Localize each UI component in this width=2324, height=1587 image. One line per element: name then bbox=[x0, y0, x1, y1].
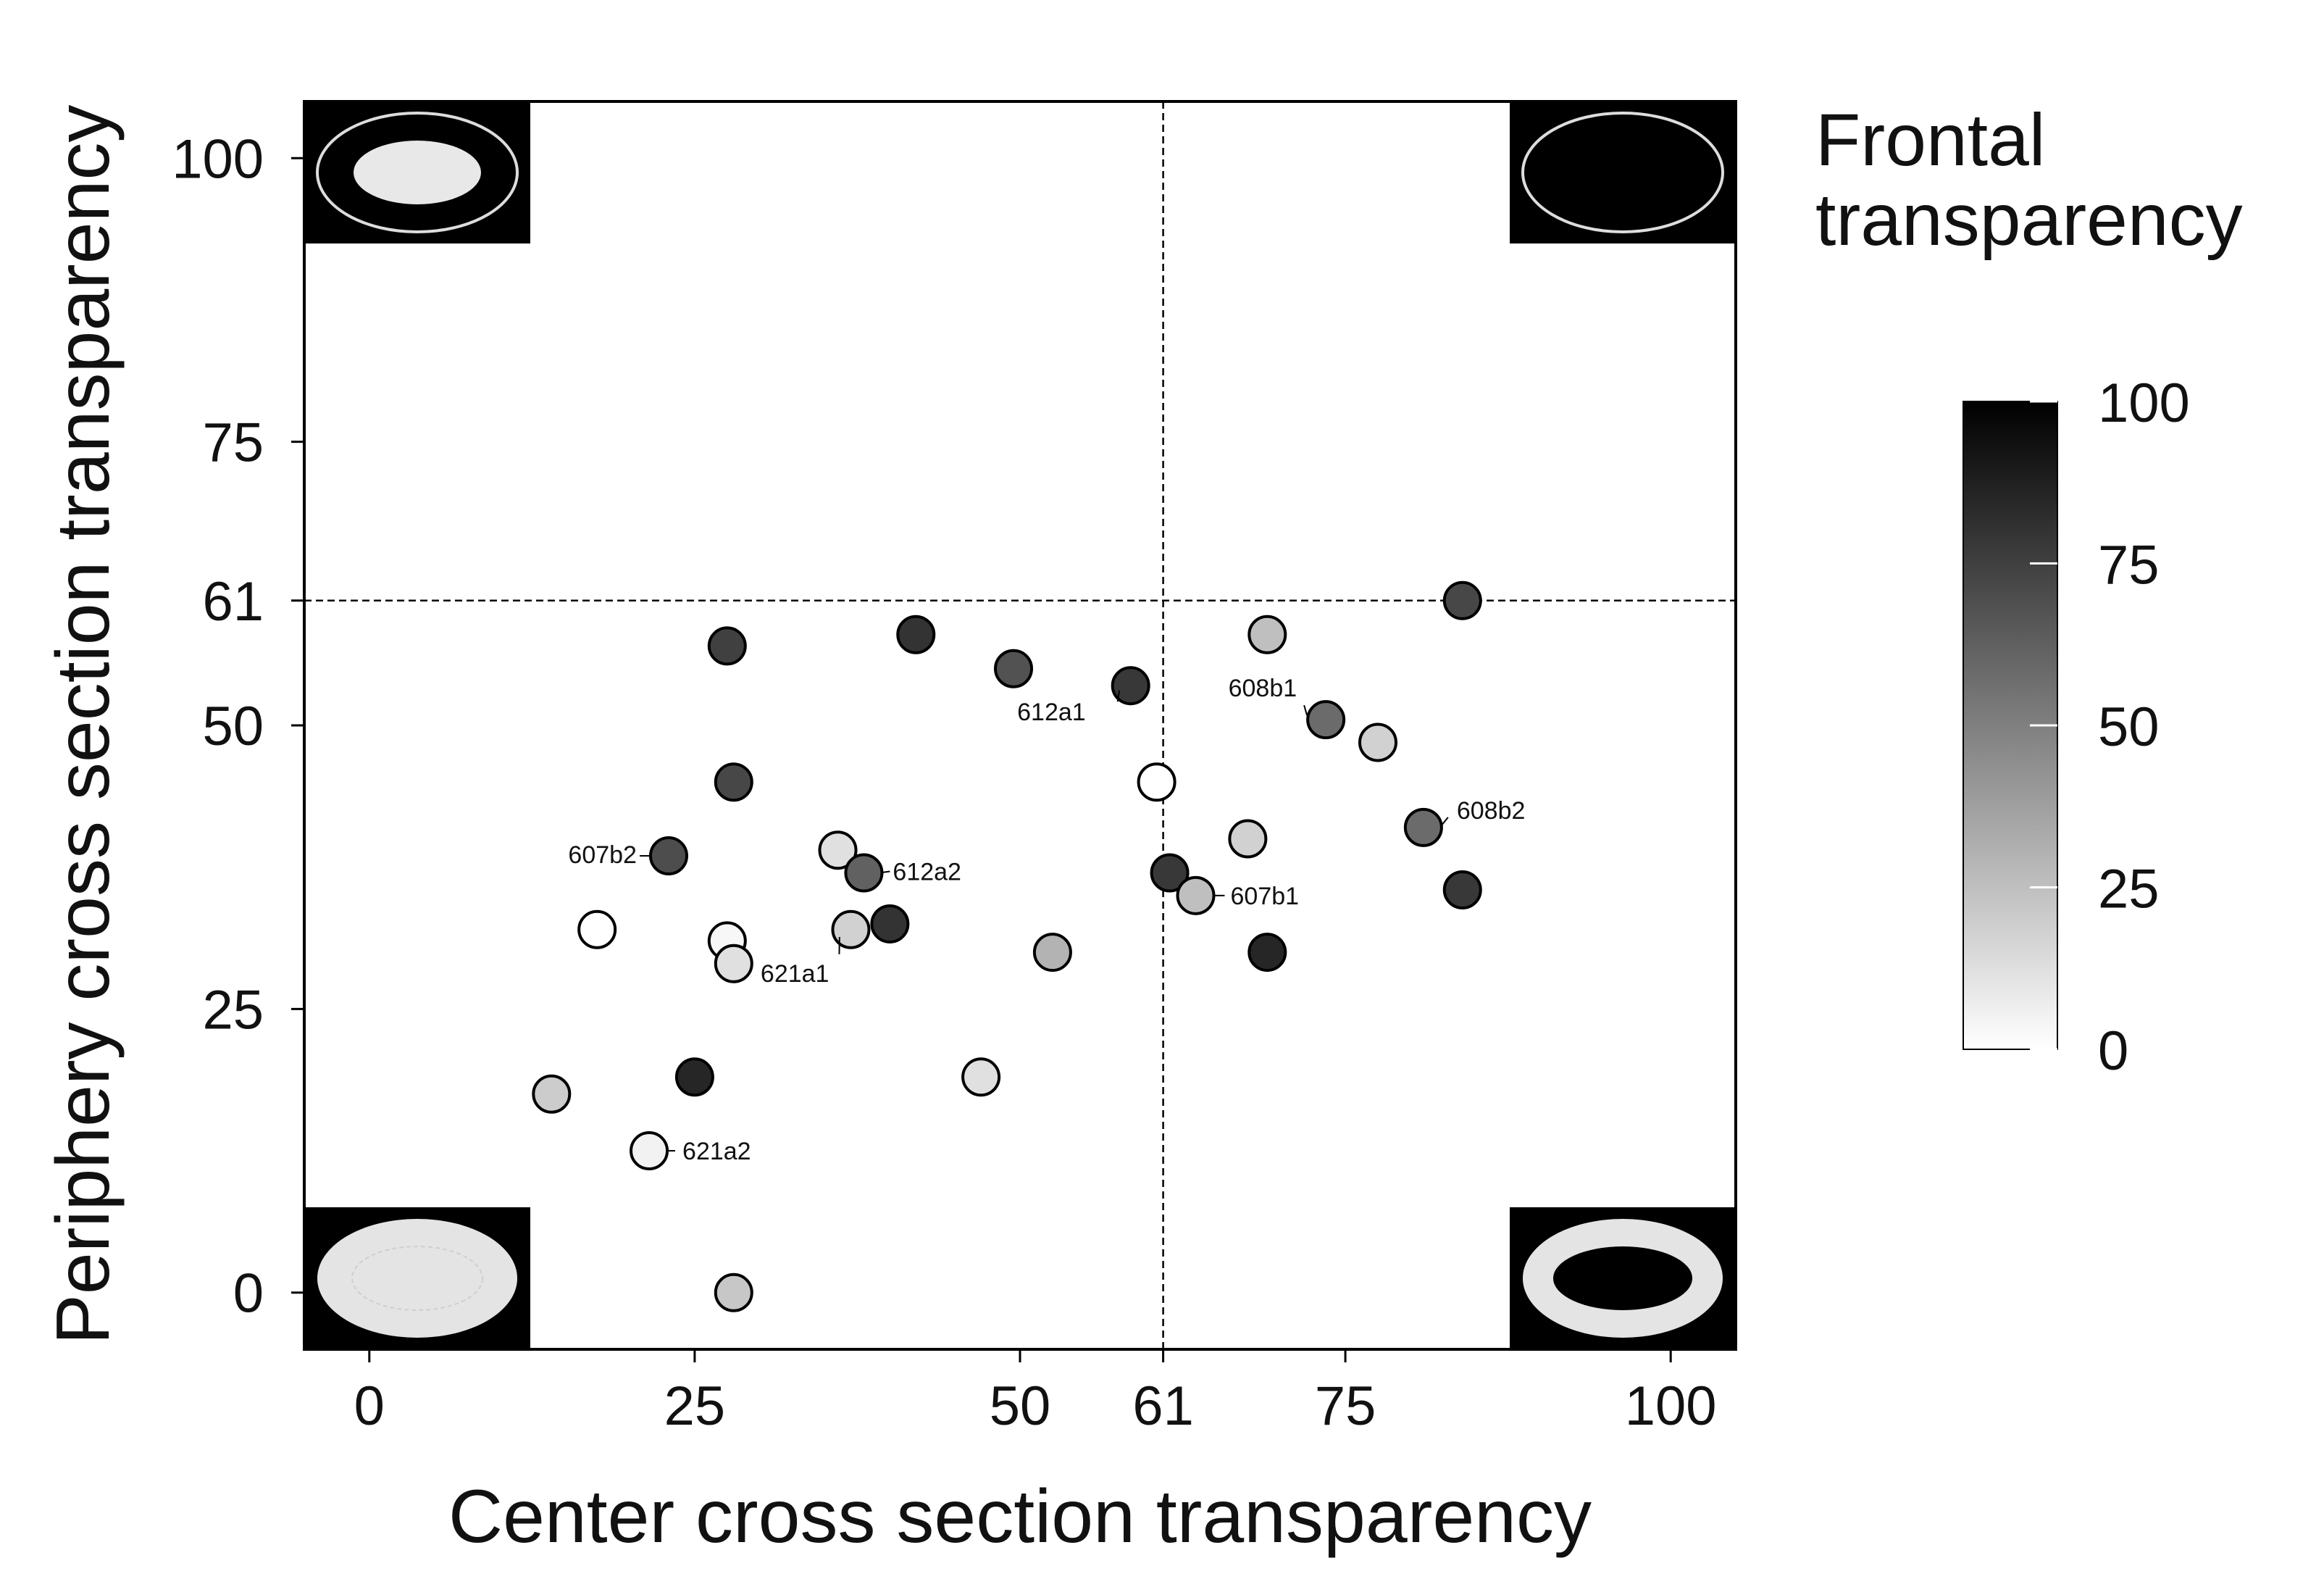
colorbar-title-line1: Frontal bbox=[1815, 99, 2045, 181]
y-axis-ticks: 0 25 50 61 75 100 bbox=[172, 128, 304, 1325]
y-tick-label: 61 bbox=[202, 571, 264, 633]
point-labels: 612a1 607b2 612a2 621a1 607b1 608b1 608b2 621a2 bbox=[568, 675, 1525, 1165]
plot-area bbox=[303, 100, 1737, 1351]
x-axis-title: Center cross section transparency bbox=[448, 1475, 1592, 1559]
colorbar-tick-label: 100 bbox=[2098, 372, 2190, 434]
x-tick-label: 61 bbox=[1132, 1375, 1194, 1437]
point-label: 612a2 bbox=[893, 859, 961, 886]
data-point bbox=[714, 1272, 753, 1312]
y-tick-label: 0 bbox=[233, 1263, 264, 1325]
data-point bbox=[1442, 870, 1482, 909]
colorbar-tick-label: 50 bbox=[2098, 696, 2160, 758]
y-tick-label: 50 bbox=[202, 696, 264, 757]
colorbar-title-line2: transparency bbox=[1815, 178, 2243, 261]
data-point bbox=[961, 1057, 1001, 1097]
point-label-leader bbox=[1303, 704, 1308, 716]
y-tick-label: 100 bbox=[172, 128, 264, 190]
data-points bbox=[532, 580, 1482, 1312]
colorbar-ticks: 0 25 50 75 100 bbox=[2030, 372, 2190, 1082]
data-point bbox=[714, 944, 753, 983]
data-point bbox=[1306, 700, 1346, 740]
point-label-leader bbox=[1442, 817, 1449, 825]
data-point bbox=[870, 904, 910, 944]
point-label: 607b2 bbox=[568, 841, 637, 869]
inset-bottom-left bbox=[304, 1207, 530, 1349]
y-axis-title: Periphery cross section transparency bbox=[41, 105, 125, 1345]
data-point bbox=[1111, 666, 1150, 706]
point-label: 608b2 bbox=[1457, 797, 1526, 825]
x-tick-label: 50 bbox=[990, 1375, 1051, 1437]
x-tick-label: 0 bbox=[354, 1375, 385, 1437]
inset-top-right bbox=[1510, 101, 1736, 243]
point-label-leader bbox=[1116, 690, 1121, 702]
y-tick-label: 25 bbox=[202, 979, 264, 1041]
point-label: 612a1 bbox=[1017, 699, 1086, 726]
data-point bbox=[1247, 615, 1287, 654]
x-tick-label: 75 bbox=[1315, 1375, 1376, 1437]
data-point bbox=[844, 853, 884, 893]
data-point bbox=[1032, 933, 1072, 972]
x-tick-label: 100 bbox=[1625, 1375, 1717, 1437]
point-label: 621a1 bbox=[761, 960, 829, 988]
data-point bbox=[994, 649, 1034, 688]
data-point bbox=[707, 626, 747, 666]
colorbar-tick-label: 0 bbox=[2098, 1020, 2128, 1082]
data-point bbox=[630, 1131, 669, 1171]
data-point bbox=[896, 615, 936, 654]
data-point bbox=[831, 909, 871, 949]
x-axis-ticks: 0 25 50 61 75 100 bbox=[354, 1349, 1717, 1437]
data-point bbox=[714, 762, 753, 802]
data-point bbox=[1150, 853, 1190, 893]
data-point bbox=[1228, 819, 1268, 859]
data-point bbox=[1137, 762, 1176, 802]
data-point bbox=[674, 1057, 714, 1097]
point-label: 607b1 bbox=[1231, 883, 1300, 910]
data-point bbox=[1403, 807, 1443, 847]
data-point bbox=[1247, 933, 1287, 972]
data-point bbox=[648, 836, 688, 876]
data-point bbox=[532, 1074, 572, 1114]
y-tick-label: 75 bbox=[202, 412, 264, 474]
data-point bbox=[577, 909, 617, 949]
point-label: 621a2 bbox=[682, 1138, 751, 1165]
inset-bottom-right bbox=[1510, 1207, 1736, 1349]
data-point bbox=[818, 830, 858, 870]
data-point bbox=[1176, 875, 1216, 915]
inset-top-left bbox=[304, 101, 530, 243]
data-point bbox=[1358, 722, 1397, 762]
data-point bbox=[1442, 580, 1482, 620]
colorbar-tick-label: 25 bbox=[2098, 859, 2160, 920]
x-tick-label: 25 bbox=[664, 1375, 726, 1437]
colorbar-tick-label: 75 bbox=[2098, 535, 2160, 596]
point-label: 608b1 bbox=[1229, 675, 1297, 702]
